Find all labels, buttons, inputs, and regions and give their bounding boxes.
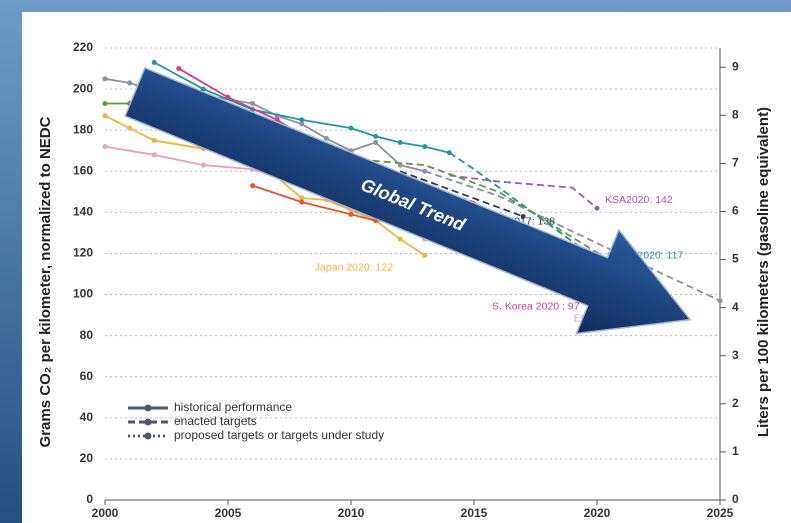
data-point [594,205,600,211]
data-point [102,100,108,106]
y-tick-label: 40 [80,410,94,424]
y-tick-label: 100 [73,287,93,301]
y-tick-label: 60 [80,369,94,383]
x-tick-label: 2015 [461,506,488,520]
data-point [323,135,329,141]
y-axis-label: Grams CO₂ per kilometer, normalized to N… [37,116,54,447]
y-tick-label: 80 [80,328,94,342]
data-point [717,298,723,304]
x-tick-label: 2000 [92,506,119,520]
data-point [373,133,379,139]
data-point [373,140,379,146]
y-tick-label: 0 [86,492,93,506]
data-point [151,152,157,158]
data-point [176,66,182,72]
data-point [127,125,133,131]
y2-tick-label: 0 [732,492,739,506]
y-tick-label: 160 [73,163,93,177]
x-tick-label: 2020 [584,506,611,520]
arrow-shape [124,66,692,335]
data-point [102,144,108,150]
y2-tick-label: 5 [732,252,739,266]
data-point [348,125,354,131]
series-line [424,170,721,302]
data-point [299,121,305,127]
data-point [520,213,526,219]
series-label: Japan 2020: 122 [315,261,393,273]
y2-tick-label: 6 [732,204,739,218]
legend-dot [144,418,152,426]
y-tick-label: 140 [73,205,93,219]
plot: 0 20 40 60 80 100 120 140 160 180 200 220 0 1 2 3 4 5 6 7 8 9… [73,40,739,520]
data-point [250,183,256,189]
series-label: China 2020: 117 [607,249,683,261]
data-point [299,199,305,205]
x-tick-label: 2010 [338,506,365,520]
data-point [397,236,403,242]
data-point [102,76,108,82]
legend-dot [144,432,152,440]
y2-tick-label: 7 [732,156,739,170]
data-point [397,140,403,146]
y2-axis-label: Liters per 100 kilometers (gasoline equi… [755,107,772,437]
y-tick-label: 20 [80,451,94,465]
data-point [127,80,133,86]
data-point [151,59,157,65]
y-tick-label: 180 [73,122,93,136]
x-tick-label: 2005 [215,506,242,520]
data-point [299,117,305,123]
y2-tick-label: 1 [732,444,739,458]
data-point [200,86,206,92]
data-point [422,144,428,150]
y2-tick-label: 3 [732,348,739,362]
legend-dot [144,404,152,412]
data-point [299,195,305,201]
y2-tick-label: 9 [732,59,739,73]
y2-tick-label: 8 [732,107,739,121]
data-point [151,137,157,143]
series-label: S. Korea 2020 : 97 [492,300,580,312]
y2-tick-label: 4 [732,300,739,314]
y-tick-label: 200 [73,81,93,95]
y2-tick-label: 2 [732,396,739,410]
data-point [348,211,354,217]
legend-label: enacted targets [174,414,257,428]
data-point [225,94,231,100]
data-point [422,253,428,259]
data-point [102,113,108,119]
data-point [250,100,256,106]
legend-label: historical performance [174,400,292,414]
y-tick-label: 120 [73,246,93,260]
legend-label: proposed targets or targets under study [174,428,384,442]
x-tick-label: 2025 [707,506,734,520]
series-line [449,174,598,209]
y-tick-label: 220 [73,40,93,54]
series-label: KSA2020: 142 [605,194,673,206]
data-point [200,162,206,168]
series-line [350,158,623,269]
